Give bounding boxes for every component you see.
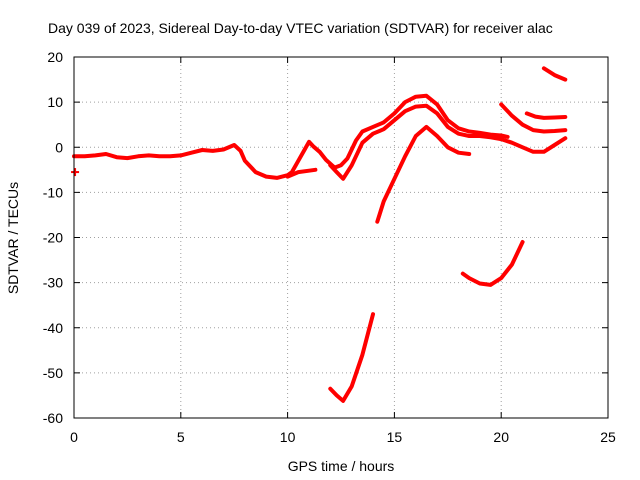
x-tick-label: 15 (387, 429, 403, 445)
series-arc-3 (328, 103, 568, 181)
x-axis-label: GPS time / hours (288, 458, 395, 474)
series-arc-1 (72, 93, 510, 180)
y-tick-label: 10 (47, 94, 63, 110)
y-tick-label: -20 (43, 230, 63, 246)
y-tick-label: -50 (43, 365, 63, 381)
x-tick-label: 25 (600, 429, 616, 445)
y-tick-label: -40 (43, 320, 63, 336)
x-tick-label: 5 (177, 429, 185, 445)
chart-title: Day 039 of 2023, Sidereal Day-to-day VTE… (48, 20, 553, 36)
series-arc-2 (285, 167, 318, 179)
y-axis-label: SDTVAR / TECUs (5, 182, 21, 294)
series-arc-4 (375, 124, 472, 224)
series-arc-9 (541, 66, 568, 82)
x-tick-label: 0 (70, 429, 78, 445)
series-arc-5 (328, 312, 375, 403)
axis-ticks: 0 5 10 15 20 25 -60 -50 -40 -30 -20 -10 0 10 20 (43, 49, 616, 445)
series-arc-8 (524, 111, 568, 120)
x-tick-label: 10 (280, 429, 296, 445)
series-isolated-point (71, 168, 80, 177)
x-tick-label: 20 (493, 429, 509, 445)
grid (74, 57, 608, 418)
y-tick-label: -10 (43, 184, 63, 200)
y-tick-label: 0 (55, 139, 63, 155)
y-tick-label: -30 (43, 275, 63, 291)
y-tick-label: 20 (47, 49, 63, 65)
series-arc-7 (499, 102, 568, 134)
series-arc-6 (460, 240, 525, 287)
data-series (71, 66, 568, 403)
y-tick-label: -60 (43, 410, 63, 426)
